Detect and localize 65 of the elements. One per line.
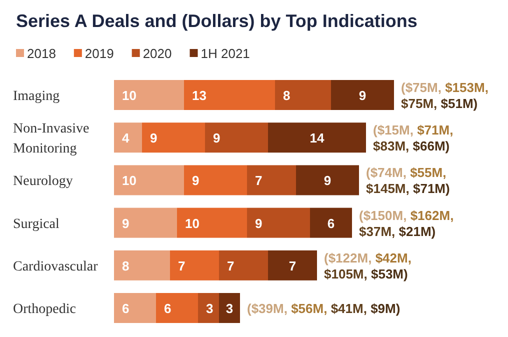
- bar: [170, 250, 219, 280]
- bar: [310, 208, 352, 238]
- bar: [114, 293, 156, 323]
- annotation: ($15M, $71M, $83M, $66M): [373, 122, 454, 154]
- bar: [247, 165, 296, 196]
- annotation: ($74M, $55M, $145M, $71M): [366, 165, 450, 196]
- bar: [205, 122, 268, 153]
- data-label: 9: [213, 130, 220, 146]
- legend-label: 2019: [84, 46, 114, 61]
- bar: [275, 80, 331, 110]
- bar: [177, 208, 247, 238]
- data-label: 3: [206, 301, 214, 316]
- data-label: 3: [226, 301, 234, 316]
- bar: [219, 250, 268, 280]
- bar: [114, 80, 184, 110]
- legend-label: 1H 2021: [200, 46, 250, 61]
- bar: [156, 293, 198, 323]
- bar: [142, 122, 205, 153]
- legend-label: 2018: [27, 46, 56, 61]
- data-label: 10: [122, 173, 136, 188]
- bar: [268, 122, 366, 153]
- data-label: 7: [227, 258, 234, 274]
- data-label: 8: [122, 258, 130, 274]
- data-label: 9: [192, 173, 200, 188]
- data-label: 6: [164, 301, 172, 316]
- chart-title: Series A Deals and (Dollars) by Top Indications: [16, 11, 418, 31]
- data-label: 4: [122, 130, 130, 146]
- bar: [219, 293, 240, 323]
- bar: [114, 122, 142, 153]
- bar: [184, 80, 275, 110]
- bar: [114, 250, 170, 280]
- annotation: ($150M, $162M, $37M, $21M): [359, 208, 454, 239]
- data-label: 8: [283, 88, 290, 103]
- data-label: 7: [255, 173, 262, 188]
- annotation: ($39M, $56M, $41M, $9M): [247, 301, 400, 316]
- bar: [114, 165, 184, 196]
- bar: [247, 208, 310, 238]
- text: ($75M, $153M, $75M, $51M): [401, 80, 488, 111]
- data-label: 7: [288, 258, 296, 274]
- data-label: 9: [150, 130, 158, 146]
- data-label: 13: [192, 88, 206, 103]
- bar: [268, 250, 317, 280]
- y-tick-label: Non-Invasive Monitoring: [13, 122, 90, 157]
- y-tick-label: Surgical: [13, 216, 60, 232]
- data-label: 7: [178, 258, 186, 274]
- y-tick-label: Imaging: [13, 89, 60, 104]
- bar: [331, 80, 394, 110]
- data-label: 9: [358, 88, 366, 103]
- bar: [114, 208, 177, 238]
- data-label: 9: [324, 173, 332, 188]
- y-tick-label: Cardiovascular: [13, 259, 98, 274]
- legend-label: 2020: [142, 46, 172, 61]
- bar: [198, 293, 219, 323]
- data-label: 9: [255, 216, 262, 231]
- data-label: 14: [310, 130, 325, 146]
- y-tick-label: Orthopedic: [13, 302, 76, 317]
- data-label: 9: [122, 216, 130, 231]
- data-label: 10: [185, 216, 200, 231]
- bar: [184, 165, 247, 196]
- annotation: ($122M, $42M, $105M, $53M): [324, 250, 412, 282]
- y-tick-label: Neurology: [13, 174, 73, 190]
- data-label: 6: [122, 301, 130, 316]
- bar: [296, 165, 359, 196]
- data-label: 10: [122, 88, 136, 103]
- data-label: 6: [327, 216, 335, 231]
